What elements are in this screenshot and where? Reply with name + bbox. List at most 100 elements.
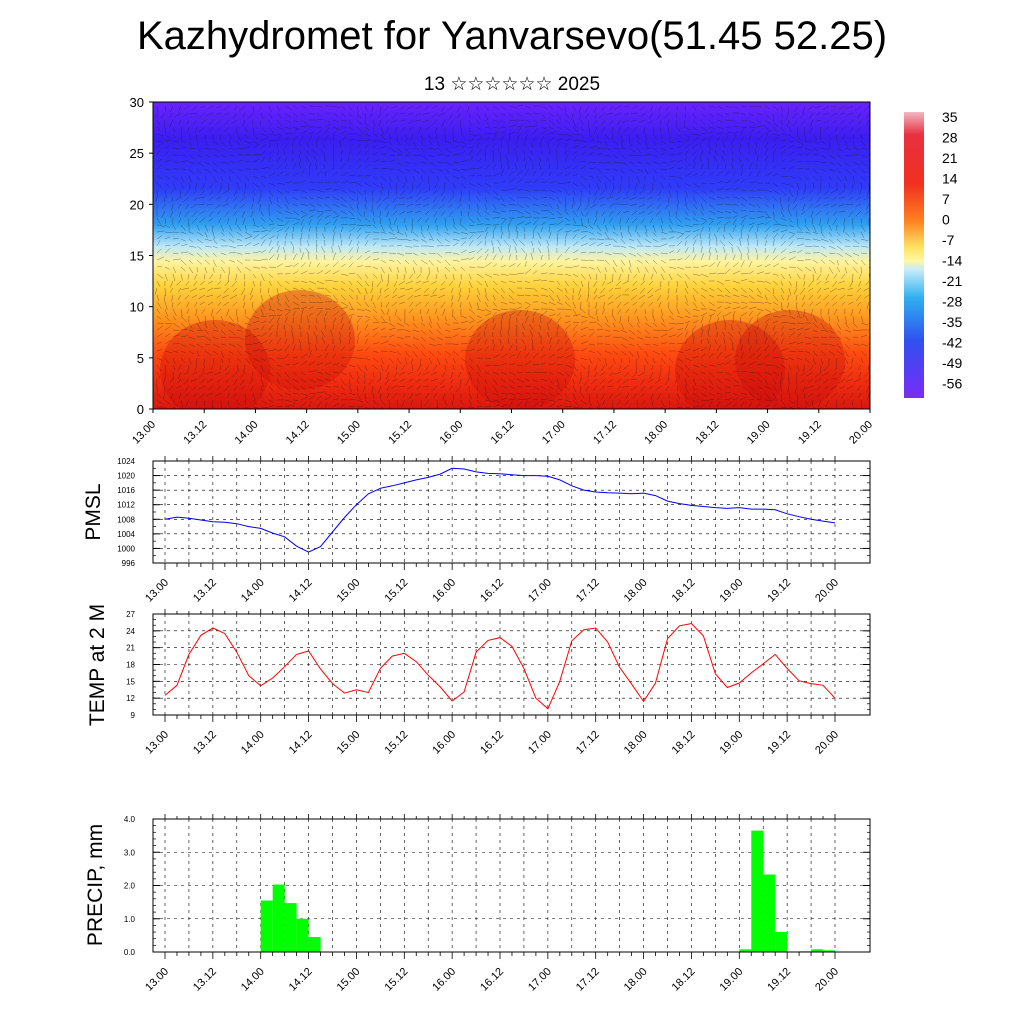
- colorbar-label: -14: [942, 253, 962, 269]
- x-tick-label: 15.12: [382, 577, 410, 605]
- y-tick-label: 0: [137, 402, 144, 417]
- x-tick-label: 17.00: [540, 419, 568, 447]
- x-tick-label: 17.12: [574, 729, 602, 757]
- x-tick-label: 18.12: [670, 729, 698, 757]
- precip-bar: [284, 903, 297, 952]
- y-tick-label: 0.0: [124, 948, 136, 957]
- colorbar-label: -21: [942, 273, 962, 289]
- y-tick-label: 3.0: [124, 848, 136, 857]
- x-tick-label: 20.00: [813, 729, 841, 757]
- x-tick-label: 17.00: [526, 966, 554, 994]
- y-tick-label: 27: [126, 610, 135, 619]
- x-tick-label: 15.12: [386, 419, 414, 447]
- temp-series-line: [164, 622, 836, 710]
- warm-core: [245, 290, 355, 390]
- y-tick-label: 30: [130, 95, 144, 110]
- x-tick-label: 19.00: [717, 966, 745, 994]
- warm-core: [160, 320, 270, 409]
- colorbar-label: -28: [942, 294, 962, 310]
- x-tick-label: 15.00: [335, 419, 363, 447]
- x-tick-label: 19.12: [765, 966, 793, 994]
- x-tick-label: 20.00: [813, 966, 841, 994]
- cross-section-panel: 0 5 10 15 20 25 30 13.00 13.12 14.00 14.12 15.00 15…: [130, 95, 876, 447]
- x-tick-label: 13.00: [143, 577, 171, 605]
- precip-bar: [739, 949, 752, 952]
- pmsl-axes: 996 1000 1004 1008 1012 1016 1020 1024 13.00 13.1…: [117, 456, 870, 605]
- x-tick-label: 19.12: [765, 577, 793, 605]
- x-tick-label: 18.00: [642, 419, 670, 447]
- colorbar-label: -7: [942, 232, 955, 248]
- pmsl-series-line: [164, 467, 836, 553]
- colorbar-label: 28: [942, 130, 958, 146]
- x-tick-label: 19.12: [765, 729, 793, 757]
- precip-bar: [751, 830, 764, 952]
- precip-bar: [308, 937, 321, 952]
- precip-grid: [153, 819, 870, 952]
- x-tick-label: 18.12: [694, 419, 722, 447]
- pmsl-grid: [153, 461, 870, 563]
- precip-panel: 0.0 1.0 2.0 3.0 4.0 13.00 13.12 14.00 14.12 15.00…: [84, 814, 871, 994]
- x-tick-label: 14.12: [287, 729, 315, 757]
- x-tick-label: 16.00: [430, 577, 458, 605]
- x-tick-label: 18.12: [670, 966, 698, 994]
- y-tick-label: 5: [137, 351, 144, 366]
- colorbar-label: -42: [942, 335, 962, 351]
- x-tick-label: 18.00: [622, 577, 650, 605]
- colorbar-label: 14: [942, 171, 958, 187]
- x-tick-label: 20.00: [813, 577, 841, 605]
- x-tick-label: 20.00: [847, 419, 875, 447]
- y-tick-label: 15: [130, 249, 144, 264]
- precip-bar: [811, 949, 824, 952]
- y-tick-label: 2.0: [124, 882, 136, 891]
- y-tick-label: 4.0: [124, 815, 136, 824]
- x-tick-label: 15.12: [382, 729, 410, 757]
- x-tick-label: 15.00: [335, 966, 363, 994]
- y-tick-label: 996: [122, 559, 136, 568]
- x-tick-label: 17.00: [526, 729, 554, 757]
- colorbar-gradient: [904, 112, 924, 398]
- colorbar-label: -35: [942, 314, 962, 330]
- x-tick-label: 14.00: [233, 419, 261, 447]
- x-tick-label: 14.00: [239, 729, 267, 757]
- y-tick-label: 24: [126, 627, 135, 636]
- warm-core: [735, 310, 845, 409]
- y-tick-label: 1000: [117, 544, 135, 553]
- colorbar-label: 35: [942, 109, 958, 125]
- colorbar-label: -56: [942, 376, 962, 392]
- colorbar-labels: 35 28 21 14 7 0 -7 -14 -21 -28 -35 -42 -49 -56: [942, 109, 962, 392]
- colorbar-label: 21: [942, 150, 958, 166]
- y-tick-label: 1024: [117, 457, 135, 466]
- colorbar-label: -49: [942, 355, 962, 371]
- x-tick-label: 18.00: [622, 966, 650, 994]
- y-tick-label: 25: [130, 146, 144, 161]
- x-tick-label: 17.12: [574, 577, 602, 605]
- x-tick-label: 19.12: [796, 419, 824, 447]
- x-tick-label: 16.12: [478, 966, 506, 994]
- precip-bar: [763, 874, 776, 952]
- x-tick-label: 16.12: [489, 419, 517, 447]
- temp-panel: 9 12 15 18 21 24 27 13.00 13.12 14.00 14.12 15.00 15…: [86, 604, 871, 757]
- y-tick-label: 1004: [117, 530, 135, 539]
- cross-section-x-axis: 13.00 13.12 14.00 14.12 15.00 15.12 16.00 16.12…: [130, 409, 875, 447]
- x-tick-label: 17.00: [526, 577, 554, 605]
- temp-y-axis-label: TEMP at 2 M: [86, 604, 109, 726]
- y-tick-label: 1.0: [124, 915, 136, 924]
- cross-section-heatmap: [153, 102, 870, 409]
- x-tick-label: 17.12: [574, 966, 602, 994]
- y-tick-label: 15: [126, 677, 135, 686]
- x-tick-label: 13.00: [130, 419, 158, 447]
- x-tick-label: 14.12: [284, 419, 312, 447]
- x-tick-label: 13.12: [191, 577, 219, 605]
- wind-barb-overlay: [154, 105, 870, 409]
- cross-section-y-axis: 0 5 10 15 20 25 30: [130, 95, 153, 417]
- precip-bar: [260, 900, 273, 952]
- x-tick-label: 19.00: [717, 729, 745, 757]
- x-tick-label: 15.00: [335, 729, 363, 757]
- x-tick-label: 13.12: [191, 729, 219, 757]
- x-tick-label: 15.12: [382, 966, 410, 994]
- y-tick-label: 18: [126, 661, 135, 670]
- x-tick-label: 16.00: [437, 419, 465, 447]
- chart-title: Kazhydromet for Yanvarsevo(51.45 52.25): [136, 14, 888, 58]
- y-tick-label: 10: [130, 300, 144, 315]
